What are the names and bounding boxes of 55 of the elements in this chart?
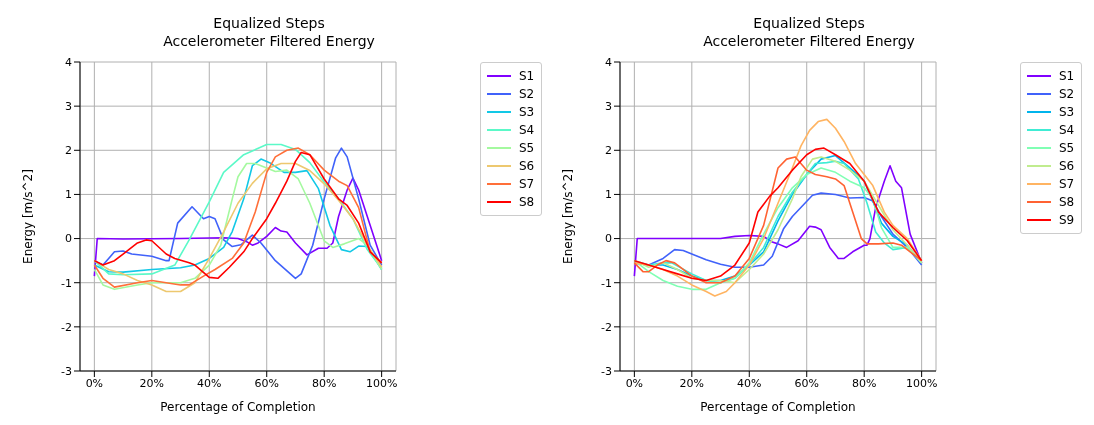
x-tick-label: 20% bbox=[139, 376, 165, 390]
x-axis-title: Percentage of Completion bbox=[700, 400, 856, 414]
legend-label: S7 bbox=[1059, 177, 1075, 191]
y-tick-label: 3 bbox=[65, 100, 72, 114]
chart-title: Equalized Steps bbox=[212, 14, 326, 32]
legend-label: S8 bbox=[519, 195, 535, 209]
x-tick-label: 100% bbox=[365, 376, 398, 390]
x-axis-title: Percentage of Completion bbox=[160, 400, 316, 414]
y-tick-label: -2 bbox=[601, 320, 612, 334]
x-tick-label: 20% bbox=[679, 376, 705, 390]
y-axis-title: Energy [m/s^2] bbox=[21, 169, 36, 264]
y-tick-label: 0 bbox=[605, 232, 612, 246]
y-tick-label: -2 bbox=[61, 320, 72, 334]
y-tick-label: -3 bbox=[61, 364, 72, 378]
y-tick-label: 3 bbox=[605, 100, 612, 114]
x-tick-label: 60% bbox=[254, 376, 279, 390]
chart-subtitle: Accelerometer Filtered Energy bbox=[702, 32, 916, 50]
x-tick-label: 0% bbox=[625, 376, 644, 390]
line-series bbox=[633, 118, 923, 297]
y-tick-label: 0 bbox=[65, 232, 72, 246]
x-tick-label: 80% bbox=[311, 376, 337, 390]
legend-label: S3 bbox=[519, 105, 535, 119]
legend-label: S3 bbox=[1059, 105, 1075, 119]
legend-label: S1 bbox=[519, 69, 535, 83]
x-tick-label: 0% bbox=[85, 376, 104, 390]
y-tick-label: 4 bbox=[605, 55, 612, 69]
legend-label: S2 bbox=[519, 87, 535, 101]
line-series bbox=[93, 177, 383, 277]
y-tick-label: 1 bbox=[65, 188, 72, 202]
legend-label: S4 bbox=[1059, 123, 1075, 137]
y-axis-title: Energy [m/s^2] bbox=[561, 169, 576, 264]
y-tick-label: 2 bbox=[65, 144, 72, 158]
x-tick-label: 40% bbox=[197, 376, 222, 390]
y-tick-label: 2 bbox=[605, 144, 612, 158]
y-tick-label: -1 bbox=[601, 276, 612, 290]
y-tick-label: 1 bbox=[605, 188, 612, 202]
y-tick-label: -1 bbox=[61, 276, 72, 290]
legend-label: S9 bbox=[1059, 213, 1075, 227]
legend-label: S5 bbox=[519, 141, 535, 155]
chart-title: Equalized Steps bbox=[752, 14, 866, 32]
x-tick-label: 40% bbox=[737, 376, 762, 390]
x-tick-label: 80% bbox=[851, 376, 877, 390]
y-tick-label: -3 bbox=[601, 364, 612, 378]
y-tick-label: 4 bbox=[65, 55, 72, 69]
legend-label: S4 bbox=[519, 123, 535, 137]
legend-label: S6 bbox=[1059, 159, 1075, 173]
legend-label: S1 bbox=[1059, 69, 1075, 83]
legend-label: S7 bbox=[519, 177, 535, 191]
x-tick-label: 100% bbox=[905, 376, 938, 390]
legend-label: S6 bbox=[519, 159, 535, 173]
legend-label: S8 bbox=[1059, 195, 1075, 209]
legend-label: S2 bbox=[1059, 87, 1075, 101]
x-tick-label: 60% bbox=[794, 376, 819, 390]
legend-label: S5 bbox=[1059, 141, 1075, 155]
chart-subtitle: Accelerometer Filtered Energy bbox=[162, 32, 376, 50]
